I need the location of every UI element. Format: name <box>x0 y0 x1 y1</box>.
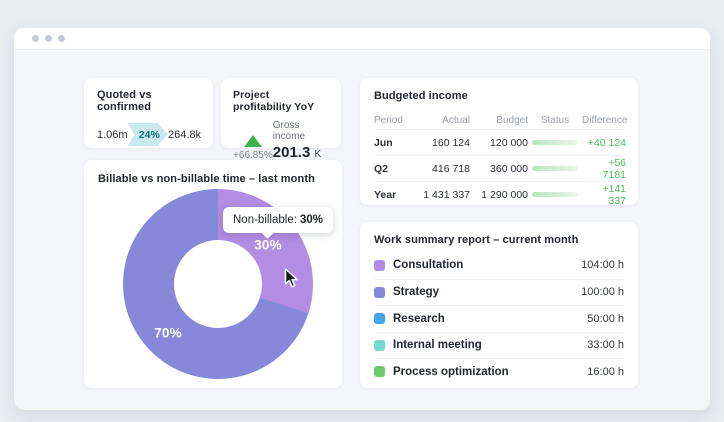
status-progress-bar <box>532 192 578 197</box>
col-difference: Difference <box>582 114 628 126</box>
change-percent: +66.85% <box>233 150 273 161</box>
project-profitability-card: Project profitability YoY +66.85% Gross … <box>221 78 341 161</box>
difference-cell: +56 7181 <box>602 156 626 181</box>
billable-card-title: Billable vs non-billable time – last mon… <box>98 173 315 185</box>
work-summary-card: Work summary report – current month Cons… <box>360 222 638 388</box>
process-optimization-swatch-icon <box>374 366 385 378</box>
list-item: Consultation 104:00 h <box>374 252 624 279</box>
budgeted-income-card: Budgeted income Period Actual Budget Sta… <box>360 78 638 207</box>
actual-cell: 160 124 <box>432 136 470 149</box>
window-titlebar <box>14 28 710 50</box>
donut-hole <box>174 240 262 328</box>
item-label: Process optimization <box>393 365 509 378</box>
table-row: Q2 416 718 360 000 +56 7181 <box>374 155 626 181</box>
quoted-card-title: Quoted vs confirmed <box>97 89 152 113</box>
item-label: Research <box>393 312 445 325</box>
item-label: Consultation <box>393 259 464 272</box>
budget-cell: 120 000 <box>490 136 528 149</box>
difference-cell: +40 124 <box>587 136 626 149</box>
gross-income-number: 201.3 <box>272 144 311 161</box>
table-row: Jun 160 124 120 000 +40 124 <box>374 129 626 155</box>
ratio-arrow-badge: 24% <box>127 123 168 146</box>
gross-income-label: Gross income <box>272 120 306 142</box>
item-value: 33:00 h <box>587 339 624 352</box>
col-status: Status <box>540 114 570 126</box>
budget-cell: 1 290 000 <box>481 188 528 201</box>
col-actual: Actual <box>442 114 470 126</box>
internal-meeting-swatch-icon <box>374 339 385 351</box>
actual-cell: 416 718 <box>432 162 470 175</box>
budget-table-header: Period Actual Budget Status Difference <box>374 111 628 129</box>
chart-tooltip: Non-billable: 30% <box>223 207 333 239</box>
profitability-card-title: Project profitability YoY <box>233 89 315 113</box>
list-item: Research 50:00 h <box>374 305 624 332</box>
non-billable-slice-label: 30% <box>254 237 282 253</box>
actual-cell: 1 431 337 <box>423 188 470 201</box>
consultation-swatch-icon <box>374 259 385 271</box>
window-control-dot[interactable] <box>45 35 52 42</box>
mouse-cursor-icon <box>284 268 299 294</box>
quoted-value: 1.06m <box>97 128 128 141</box>
status-progress-bar <box>532 140 578 145</box>
gross-income-unit: K <box>314 149 322 160</box>
budgeted-card-title: Budgeted income <box>374 90 468 102</box>
col-budget: Budget <box>496 114 528 126</box>
col-period: Period <box>374 114 403 126</box>
item-label: Strategy <box>393 286 440 299</box>
item-value: 104:00 h <box>581 259 624 272</box>
quoted-vs-confirmed-card: Quoted vs confirmed 1.06m 24% 264.8k <box>84 78 213 148</box>
work-card-title: Work summary report – current month <box>374 234 579 246</box>
item-value: 100:00 h <box>581 286 624 299</box>
table-row: Year 1 431 337 1 290 000 +141 337 <box>374 181 626 207</box>
trend-up-triangle-icon <box>243 135 262 147</box>
item-label: Internal meeting <box>393 339 482 352</box>
strategy-swatch-icon <box>374 286 385 298</box>
window-control-dot[interactable] <box>58 35 65 42</box>
list-item: Process optimization 16:00 h <box>374 358 624 385</box>
period-cell: Jun <box>374 136 393 149</box>
research-swatch-icon <box>374 313 385 325</box>
status-progress-bar <box>532 166 578 171</box>
period-cell: Q2 <box>374 162 389 175</box>
budget-cell: 360 000 <box>490 162 528 175</box>
confirmed-value: 264.8k <box>167 128 201 141</box>
gross-income-value: 201.3 K <box>273 144 321 161</box>
tooltip-label: Non-billable: <box>233 214 297 226</box>
billable-time-card: Billable vs non-billable time – last mon… <box>84 160 342 388</box>
tooltip-value: 30% <box>299 214 323 226</box>
item-value: 50:00 h <box>587 312 624 325</box>
period-cell: Year <box>374 188 397 201</box>
window-control-dot[interactable] <box>32 35 39 42</box>
difference-cell: +141 337 <box>602 182 626 207</box>
list-item: Strategy 100:00 h <box>374 278 624 306</box>
item-value: 16:00 h <box>587 365 624 378</box>
list-item: Internal meeting 33:00 h <box>374 331 624 359</box>
billable-slice-label: 70% <box>154 325 182 341</box>
